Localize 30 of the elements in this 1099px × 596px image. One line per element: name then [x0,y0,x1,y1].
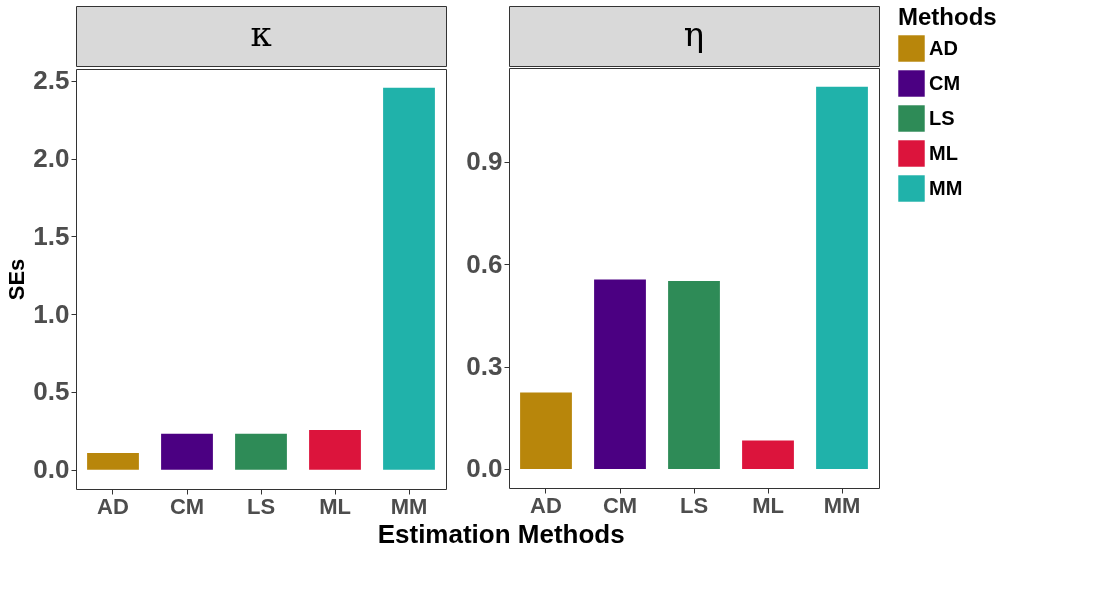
x-tick-label: MM [823,492,861,518]
y-tick-label: 0.9 [466,146,503,177]
y-axis-title: SEs [4,258,30,301]
x-tick-label: AD [97,493,129,519]
y-tick-label: 0.0 [466,453,503,484]
y-tick-label: 1.0 [33,298,70,329]
y-tick-label: 0.5 [33,376,70,407]
legend-label: CM [929,71,961,94]
x-tick-label: CM [169,493,205,519]
y-tick-label: 1.5 [33,220,70,251]
x-tick-label: CM [602,492,638,518]
legend-label: LS [929,106,955,129]
x-tick-label: MM [390,493,428,519]
legend-label: AD [929,36,958,59]
x-tick-label: ML [319,493,351,519]
y-tick-label: 0.6 [466,248,503,279]
legend-label: ML [929,141,958,164]
chart-title: η [683,14,705,54]
x-tick-label: LS [679,492,709,518]
y-tick-label: 0.3 [466,351,503,382]
x-tick-label: ML [752,492,784,518]
x-tick-label: AD [530,492,562,518]
x-tick-label: LS [246,493,276,519]
chart-title: κ [250,14,272,54]
legend-title: Methods [898,3,997,30]
y-tick-label: 0.0 [33,454,70,485]
y-tick-label: 2.0 [33,143,70,174]
x-axis-title: Estimation Methods [377,518,625,549]
legend-label: MM [929,176,963,199]
y-tick-label: 2.5 [33,65,70,96]
